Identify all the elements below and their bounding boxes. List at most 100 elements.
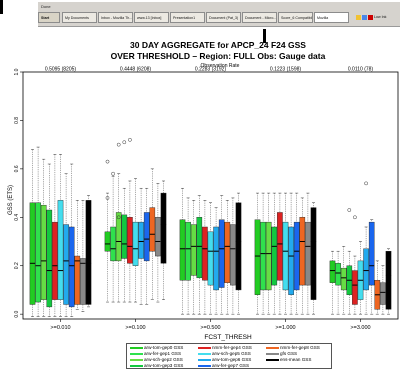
legend-item: gfs GSS [266, 351, 297, 357]
box [271, 226, 278, 286]
legend-item: arw-fer-gep7 GSS [198, 363, 249, 369]
box [74, 255, 81, 305]
box [380, 282, 386, 305]
legend-label: arw-fer-gep1 GSS [144, 351, 182, 356]
taskbar-item[interactable]: Presentation1 [170, 12, 205, 23]
box [85, 200, 92, 305]
box [160, 192, 167, 264]
box [115, 212, 122, 262]
box [329, 260, 336, 283]
x-tick-label: >=3.000 [350, 325, 370, 331]
x-tick-label: >=1.000 [275, 325, 295, 331]
box [196, 217, 203, 279]
box [40, 204, 47, 300]
box [185, 221, 191, 281]
box [57, 200, 64, 300]
box [52, 221, 58, 300]
box [143, 212, 150, 262]
box-group [254, 192, 317, 315]
outlier-point [105, 159, 110, 164]
box [340, 267, 347, 291]
box [235, 202, 242, 291]
box-group [29, 146, 92, 317]
observation-rate-label: 0.4448 (6208) [120, 67, 151, 73]
box [179, 219, 186, 281]
outlier-point [128, 137, 132, 142]
system-tray: Low Ink [356, 12, 398, 23]
task-list: Start My Documents Inbox - Mozilla Th... ww… [38, 12, 400, 24]
taskbar-item[interactable]: Inbox - Mozilla Th... [98, 12, 133, 23]
box [121, 214, 128, 259]
y-axis-label: GSS (ETS) [8, 185, 14, 215]
start-button[interactable]: Start [38, 12, 60, 23]
network-icon[interactable] [362, 14, 367, 20]
outlier-point [111, 171, 115, 176]
ink-icon[interactable] [356, 14, 361, 20]
taskbar: Done Start My Documents Inbox - Mozilla Th… [38, 2, 400, 27]
box [310, 207, 317, 300]
legend-swatch [198, 346, 211, 349]
box [29, 202, 36, 305]
legend-label: gfs GSS [280, 351, 298, 356]
legend-swatch [266, 358, 279, 361]
outlier-point [364, 181, 368, 186]
chart-subtitle: OVER THRESHOLD – Region: FULL Obs: Gauge… [111, 51, 326, 61]
y-tick-label: 0.0 [14, 310, 20, 317]
box [149, 207, 156, 252]
observation-rate-labels: 0.5095 (8205) 0.4448 (6208) 0.2283 (3192) 0… [45, 67, 374, 73]
outlier-point [116, 215, 121, 220]
taskbar-item[interactable]: Document - Micro... [242, 12, 277, 23]
legend-swatch [198, 358, 211, 361]
y-tick-label: 0.4 [14, 214, 20, 221]
chart-title: 30 DAY AGGREGATE for APCP_24 F24 GSS [130, 40, 306, 50]
taskbar-item[interactable]: Mozilla [314, 12, 349, 23]
box [155, 217, 161, 257]
legend-label: arw-sch-gep2 GSS [144, 357, 183, 362]
box [110, 226, 116, 262]
x-axis-label: FCST_THRESH [204, 334, 252, 341]
box [305, 221, 311, 286]
box [368, 221, 375, 286]
outlier-point [122, 140, 127, 145]
box [335, 263, 341, 286]
tray-text: Low Ink [374, 15, 387, 19]
legend-label: nmm-fer-gep4 GSS [212, 345, 252, 350]
box [254, 219, 261, 295]
legend-label: arw-tom-gep3 GSS [144, 363, 184, 368]
taskbar-item[interactable]: Score_6 Compatibil... [278, 12, 313, 23]
observation-rate-label: 0.0110 (78) [348, 67, 374, 73]
box [132, 221, 139, 266]
box-group [329, 181, 392, 315]
box-group [179, 187, 242, 315]
box [207, 231, 214, 286]
box [80, 258, 86, 305]
box [127, 217, 133, 264]
x-axis: >=0.010 >=0.100 >=0.500 >=1.000 >=3.000 [50, 319, 371, 331]
box [218, 219, 225, 288]
box [224, 221, 231, 283]
alert-icon[interactable] [368, 14, 373, 20]
outlier-point [105, 196, 110, 200]
legend-label: ens-mean GSS [280, 357, 312, 362]
y-tick-label: 0.6 [14, 165, 20, 172]
legend-item: nmm-fer-gep8 GSS [266, 345, 320, 351]
box [277, 212, 283, 281]
legend-label: arw-tom-gep6 GSS [212, 357, 252, 362]
box [293, 221, 300, 291]
y-tick-label: 0.8 [14, 117, 20, 124]
legend-label: nmm-fer-gep8 GSS [280, 345, 320, 350]
legend-item: arw-fer-gep1 GSS [130, 351, 181, 357]
taskbar-item[interactable]: Document (Pat_3) [206, 12, 241, 23]
taskbar-item[interactable]: My Documents [62, 12, 97, 23]
legend-item: arw-sch-gep5 GSS [198, 351, 251, 357]
legend-swatch [130, 346, 143, 349]
legend-item: nmm-fer-gep4 GSS [198, 345, 252, 351]
outlier-point [347, 208, 352, 212]
box [260, 221, 266, 291]
box [190, 224, 197, 276]
observation-rate-label: 0.2283 (3192) [195, 67, 226, 73]
box [68, 226, 75, 308]
taskbar-item[interactable]: www.13 [Inbox] [134, 12, 169, 23]
box [352, 270, 358, 305]
